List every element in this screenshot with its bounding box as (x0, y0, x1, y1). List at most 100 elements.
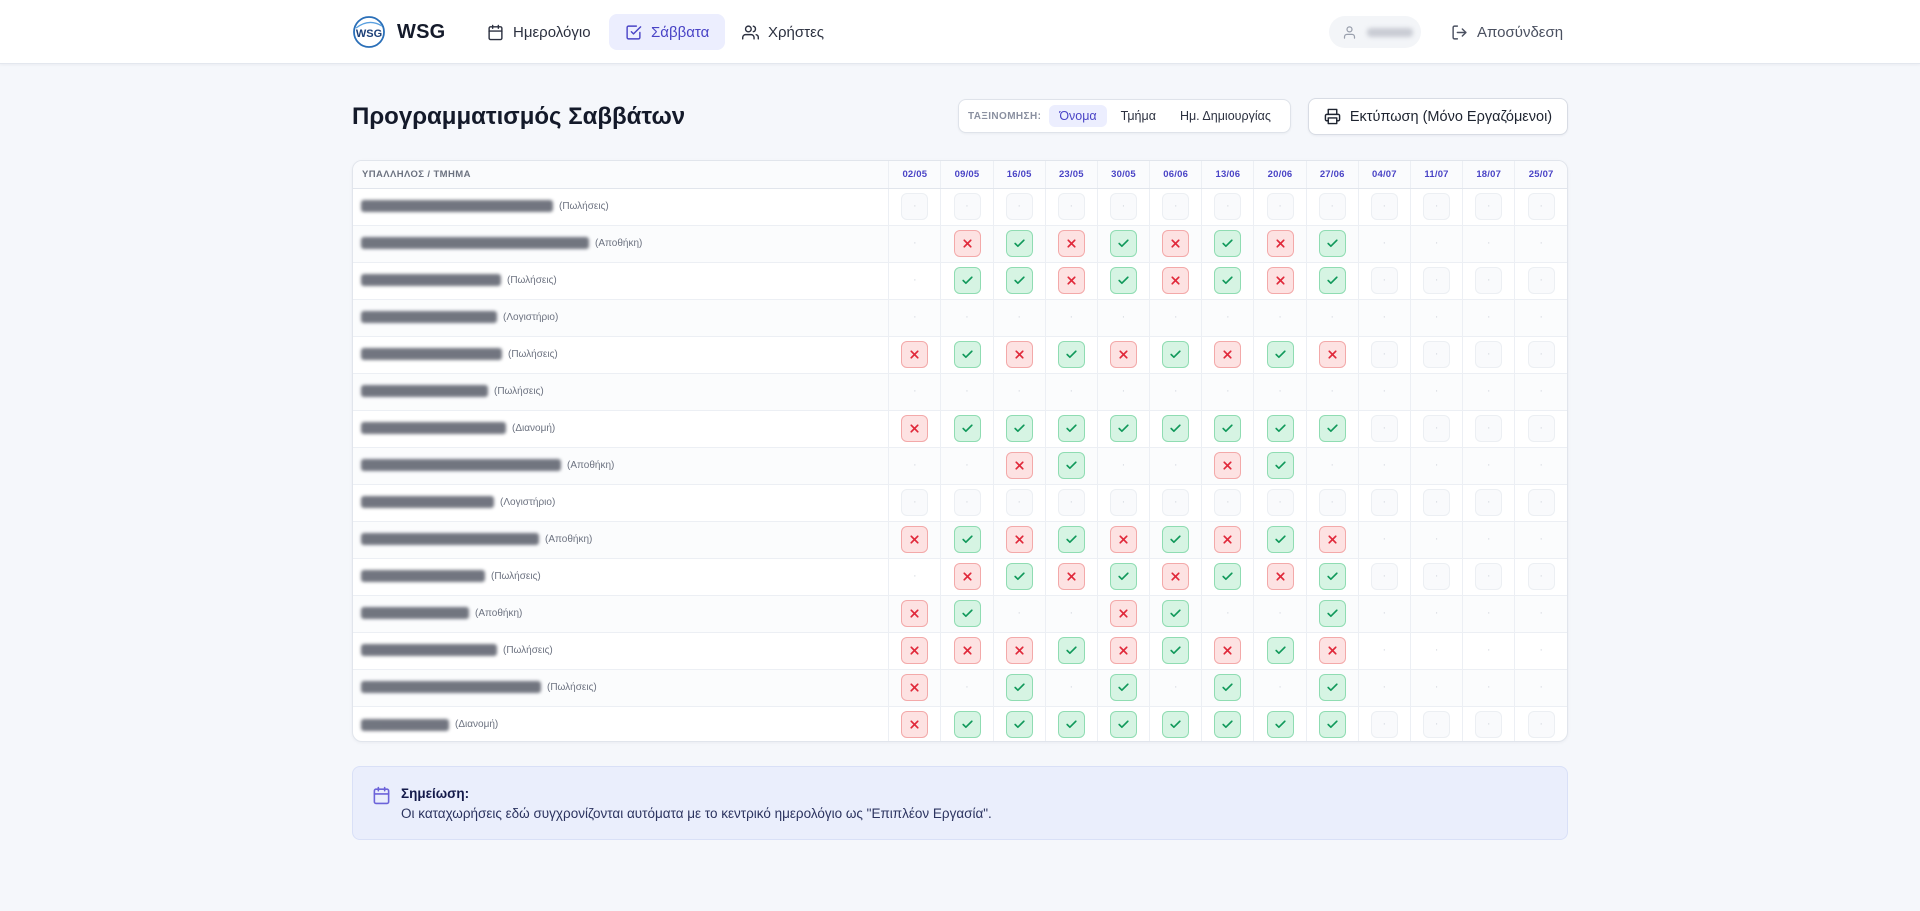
x-icon[interactable] (1214, 637, 1242, 664)
x-icon[interactable] (1005, 526, 1033, 553)
x-icon[interactable] (901, 674, 929, 701)
empty-slot-button[interactable]: · (1539, 681, 1543, 693)
logout-button[interactable]: Αποσύνδεση (1437, 14, 1577, 50)
empty-slot-button[interactable]: · (1382, 237, 1387, 249)
empty-slot-button[interactable]: · (1370, 489, 1398, 516)
empty-slot-button[interactable]: · (1110, 489, 1138, 516)
empty-slot-button[interactable]: · (1318, 489, 1346, 516)
empty-slot-button[interactable]: · (1539, 385, 1543, 397)
empty-slot-button[interactable]: · (1057, 193, 1085, 220)
empty-slot-button[interactable]: · (912, 237, 917, 249)
x-icon[interactable] (1266, 230, 1294, 257)
empty-slot-button[interactable]: · (953, 489, 981, 516)
check-icon[interactable] (953, 341, 981, 368)
nav-users[interactable]: Χρήστες (726, 14, 840, 50)
check-icon[interactable] (1318, 415, 1346, 442)
brand[interactable]: WSG WSG (351, 14, 445, 50)
check-icon[interactable] (1057, 526, 1085, 553)
x-icon[interactable] (1057, 563, 1085, 590)
user-chip[interactable] (1329, 16, 1421, 48)
check-icon[interactable] (1005, 267, 1033, 294)
empty-slot-button[interactable]: · (1069, 385, 1074, 397)
empty-slot-button[interactable]: · (965, 385, 969, 397)
empty-slot-button[interactable]: · (1527, 711, 1555, 739)
empty-slot-button[interactable]: · (1382, 681, 1387, 693)
check-icon[interactable] (1110, 674, 1138, 701)
check-icon[interactable] (1162, 711, 1190, 739)
empty-slot-button[interactable]: · (1486, 681, 1491, 693)
empty-slot-button[interactable]: · (1330, 385, 1335, 397)
empty-slot-button[interactable]: · (1475, 415, 1503, 442)
check-icon[interactable] (1318, 230, 1346, 257)
empty-slot-button[interactable]: · (1423, 415, 1451, 442)
empty-slot-button[interactable]: · (1382, 459, 1387, 471)
empty-slot-button[interactable]: · (901, 193, 929, 220)
x-icon[interactable] (1005, 637, 1033, 664)
empty-slot-button[interactable]: · (1110, 193, 1138, 220)
check-icon[interactable] (1162, 526, 1190, 553)
empty-slot-button[interactable]: · (1214, 193, 1242, 220)
empty-slot-button[interactable]: · (1382, 533, 1387, 545)
check-icon[interactable] (1005, 415, 1033, 442)
empty-slot-button[interactable]: · (1486, 459, 1491, 471)
x-icon[interactable] (1266, 267, 1294, 294)
x-icon[interactable] (1318, 341, 1346, 368)
x-icon[interactable] (901, 711, 929, 739)
x-icon[interactable] (1318, 526, 1346, 553)
check-icon[interactable] (1266, 711, 1294, 739)
check-icon[interactable] (1005, 563, 1033, 590)
empty-slot-button[interactable]: · (1370, 415, 1398, 442)
sort-option-department[interactable]: Τμήμα (1120, 109, 1156, 123)
check-icon[interactable] (1057, 711, 1085, 739)
x-icon[interactable] (1214, 341, 1242, 368)
empty-slot-button[interactable]: · (1278, 385, 1282, 397)
empty-slot-button[interactable]: · (1069, 681, 1074, 693)
check-icon[interactable] (1005, 674, 1033, 701)
empty-slot-button[interactable]: · (1434, 311, 1439, 323)
check-icon[interactable] (1057, 415, 1085, 442)
x-icon[interactable] (901, 637, 929, 664)
empty-slot-button[interactable]: · (1017, 607, 1021, 619)
empty-slot-button[interactable]: · (1382, 311, 1387, 323)
empty-slot-button[interactable]: · (1069, 607, 1074, 619)
check-icon[interactable] (953, 267, 981, 294)
x-icon[interactable] (1057, 267, 1085, 294)
empty-slot-button[interactable]: · (1475, 193, 1503, 220)
empty-slot-button[interactable]: · (1475, 489, 1503, 516)
empty-slot-button[interactable]: · (1527, 267, 1555, 294)
empty-slot-button[interactable]: · (1527, 489, 1555, 516)
empty-slot-button[interactable]: · (1173, 681, 1178, 693)
empty-slot-button[interactable]: · (1486, 311, 1491, 323)
empty-slot-button[interactable]: · (1486, 385, 1491, 397)
empty-slot-button[interactable]: · (1539, 644, 1543, 656)
x-icon[interactable] (1214, 526, 1242, 553)
check-icon[interactable] (1057, 341, 1085, 368)
check-icon[interactable] (1266, 637, 1294, 664)
empty-slot-button[interactable]: · (1382, 644, 1387, 656)
nav-calendar[interactable]: Ημερολόγιο (471, 14, 607, 50)
check-icon[interactable] (1318, 563, 1346, 590)
x-icon[interactable] (1110, 526, 1138, 553)
empty-slot-button[interactable]: · (1539, 459, 1543, 471)
x-icon[interactable] (1162, 563, 1190, 590)
empty-slot-button[interactable]: · (1057, 489, 1085, 516)
empty-slot-button[interactable]: · (1423, 711, 1451, 739)
empty-slot-button[interactable]: · (1121, 459, 1126, 471)
empty-slot-button[interactable]: · (1382, 385, 1387, 397)
check-icon[interactable] (953, 600, 981, 627)
check-icon[interactable] (1110, 563, 1138, 590)
check-icon[interactable] (1318, 600, 1346, 627)
empty-slot-button[interactable]: · (1475, 267, 1503, 294)
check-icon[interactable] (1266, 526, 1294, 553)
x-icon[interactable] (1162, 230, 1190, 257)
print-button[interactable]: Εκτύπωση (Μόνο Εργαζόμενοι) (1308, 98, 1568, 135)
empty-slot-button[interactable]: · (1539, 311, 1543, 323)
check-icon[interactable] (1110, 711, 1138, 739)
x-icon[interactable] (1110, 637, 1138, 664)
empty-slot-button[interactable]: · (965, 681, 969, 693)
empty-slot-button[interactable]: · (965, 311, 969, 323)
check-icon[interactable] (1214, 415, 1242, 442)
empty-slot-button[interactable]: · (1434, 459, 1439, 471)
empty-slot-button[interactable]: · (1527, 415, 1555, 442)
empty-slot-button[interactable]: · (965, 459, 969, 471)
